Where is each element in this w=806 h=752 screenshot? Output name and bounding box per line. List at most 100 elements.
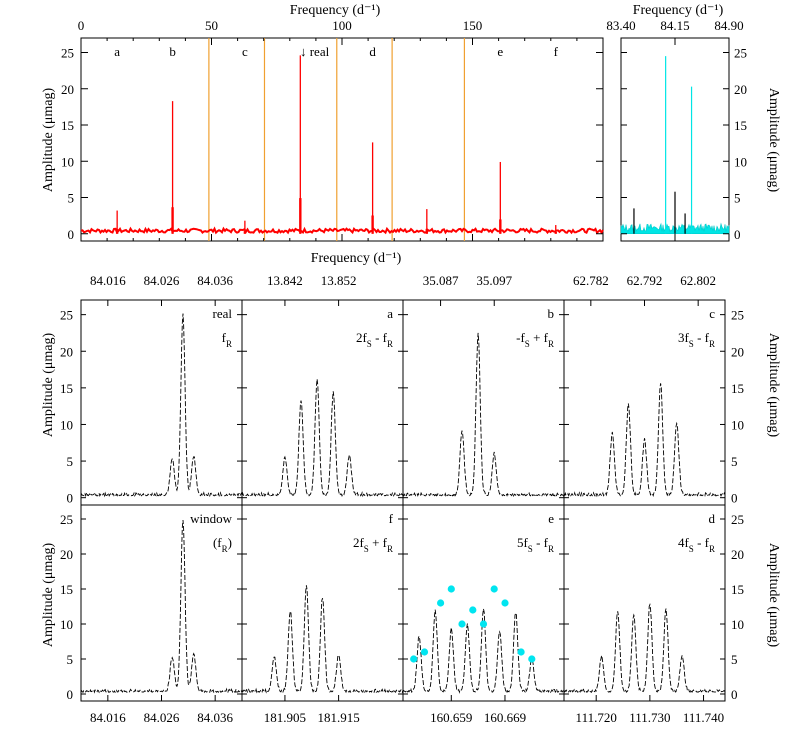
grid-x-tick-label: 84.016 bbox=[90, 273, 126, 288]
grid-x-tick-label: 13.842 bbox=[267, 273, 303, 288]
top-xlabel-top: Frequency (d⁻¹) bbox=[290, 3, 381, 18]
grid-x-ticks: 84.016 84.026 84.036 13.842 13.852 35.087 35.0… bbox=[90, 273, 724, 725]
grid-dividers bbox=[81, 300, 725, 701]
peak-letter: a bbox=[114, 44, 120, 59]
grid-x-tick-label: 84.036 bbox=[197, 710, 233, 725]
zoom-y-tick-label: 5 bbox=[734, 191, 741, 206]
peak-letter: ↓ real bbox=[300, 44, 330, 59]
e-marker-5 bbox=[469, 606, 477, 614]
panel-formula: 2fS + fR bbox=[353, 535, 393, 554]
grid-x-tick-label: 84.036 bbox=[197, 273, 233, 288]
x-tick-label: 0 bbox=[78, 18, 85, 33]
panel-curve-d bbox=[564, 603, 726, 694]
grid-y-ticks: 0 0 5 5 10 10 15 15 20 20 25 25 0 0 5 5 10 10 15 15 20 20 25 25 bbox=[60, 308, 744, 702]
panel-formula: (fR) bbox=[213, 535, 232, 554]
grid-y-tick-label-right: 0 bbox=[731, 491, 738, 506]
grid-y-tick-label: 15 bbox=[60, 582, 73, 597]
zoom-y-tick-label: 25 bbox=[734, 46, 747, 61]
panel-curve-e bbox=[402, 608, 565, 694]
grid-ylabel-right-top: Amplitude (μmag) bbox=[766, 333, 781, 438]
zoom-panel: 83.40 84.15 84.90 0 5 10 15 20 25 Frequency (d⁻… bbox=[606, 3, 781, 242]
grid-y-tick-label: 15 bbox=[60, 381, 73, 396]
grid-x-tick-label: 35.097 bbox=[476, 273, 512, 288]
zoom-x-tick-label: 84.90 bbox=[714, 18, 743, 33]
e-marker-6 bbox=[479, 620, 488, 628]
panel-name: f bbox=[389, 511, 394, 526]
e-marker-8 bbox=[501, 599, 509, 607]
y-tick-label: 5 bbox=[68, 191, 75, 206]
grid-x-tick-label: 84.026 bbox=[144, 710, 180, 725]
panel-formula: -fS + fR bbox=[516, 330, 554, 349]
panel-curve-window bbox=[80, 519, 243, 694]
grid-y-tick-label: 25 bbox=[60, 512, 73, 527]
grid-y-tick-label: 20 bbox=[60, 547, 73, 562]
panel-name: b bbox=[548, 306, 555, 321]
top-peak-letters: a b c ↓ real d e f bbox=[114, 44, 558, 59]
y-tick-label: 0 bbox=[68, 227, 75, 242]
panel-curve-a bbox=[241, 379, 404, 498]
grid-y-tick-label-right: 20 bbox=[731, 547, 744, 562]
grid-y-tick-label-right: 0 bbox=[731, 687, 738, 702]
panel-name: real bbox=[213, 306, 233, 321]
grid-y-tick-label-right: 10 bbox=[731, 417, 744, 432]
top-y-ticks: 0 5 10 15 20 25 bbox=[61, 46, 603, 242]
panel-e-markers bbox=[410, 585, 536, 663]
top-panel: 0 50 100 150 0 5 10 15 20 25 a b c ↓ real d e f Freque… bbox=[41, 3, 604, 266]
grid-ylabel-left-top: Amplitude (μmag) bbox=[41, 333, 56, 438]
peak-letter: b bbox=[169, 44, 176, 59]
panel-curve-f bbox=[241, 585, 404, 694]
top-peaks bbox=[115, 55, 557, 234]
grid-y-tick-label-right: 5 bbox=[731, 652, 738, 667]
y-tick-label: 20 bbox=[61, 82, 74, 97]
grid-x-tick-label: 160.659 bbox=[430, 710, 472, 725]
x-tick-label: 50 bbox=[205, 18, 218, 33]
grid-x-tick-label: 62.802 bbox=[680, 273, 716, 288]
grid-y-tick-label-right: 15 bbox=[731, 582, 744, 597]
panel-name: window bbox=[190, 511, 233, 526]
zoom-ylabel: Amplitude (μmag) bbox=[766, 88, 781, 193]
panel-formula: 2fS - fR bbox=[356, 330, 393, 349]
e-marker-2 bbox=[437, 599, 445, 607]
e-marker-0 bbox=[410, 655, 418, 663]
zoom-y-tick-label: 0 bbox=[734, 227, 741, 242]
peak-letter: c bbox=[242, 44, 248, 59]
zoom-x-tick-label: 84.15 bbox=[660, 18, 689, 33]
top-panel-frame bbox=[80, 37, 604, 242]
grid-y-tick-label-right: 10 bbox=[731, 617, 744, 632]
grid-y-tick-label-right: 5 bbox=[731, 454, 738, 469]
panel-curve-c bbox=[563, 383, 726, 498]
peak-letter: e bbox=[497, 44, 503, 59]
grid-x-tick-label: 13.852 bbox=[321, 273, 357, 288]
grid-y-tick-label: 5 bbox=[67, 454, 74, 469]
top-x-ticks: 0 50 100 150 bbox=[78, 18, 578, 241]
y-tick-label: 10 bbox=[61, 154, 74, 169]
panel-formula: fR bbox=[222, 330, 232, 349]
panel-name: d bbox=[709, 511, 716, 526]
zoom-y-tick-label: 10 bbox=[734, 154, 747, 169]
panel-formula: 3fS - fR bbox=[678, 330, 715, 349]
grid-y-tick-label: 5 bbox=[67, 652, 74, 667]
zoom-y-tick-label: 15 bbox=[734, 118, 747, 133]
grid-x-tick-label: 111.720 bbox=[576, 710, 617, 725]
zoom-x-tick-label: 83.40 bbox=[606, 18, 635, 33]
grid-y-tick-label-right: 25 bbox=[731, 512, 744, 527]
panel-name: a bbox=[387, 306, 393, 321]
y-tick-label: 25 bbox=[61, 46, 74, 61]
grid-x-tick-label: 181.905 bbox=[264, 710, 306, 725]
grid-y-tick-label: 0 bbox=[67, 687, 74, 702]
panel-formula: 4fS - fR bbox=[678, 535, 715, 554]
panel-curve-real bbox=[80, 313, 243, 498]
grid-x-tick-label: 62.782 bbox=[573, 273, 609, 288]
e-marker-4 bbox=[458, 620, 466, 628]
peak-letter: f bbox=[554, 44, 559, 59]
grid-x-tick-label: 181.915 bbox=[317, 710, 359, 725]
y-tick-label: 15 bbox=[61, 118, 74, 133]
zoom-y-ticks: 0 5 10 15 20 25 bbox=[621, 46, 747, 242]
panel-curve-b bbox=[402, 332, 565, 498]
grid-y-tick-label: 20 bbox=[60, 344, 73, 359]
top-noise-floor bbox=[80, 226, 604, 235]
top-xlabel-bottom: Frequency (d⁻¹) bbox=[311, 251, 402, 266]
grid-x-tick-label: 111.740 bbox=[683, 710, 724, 725]
zoom-y-tick-label: 20 bbox=[734, 82, 747, 97]
